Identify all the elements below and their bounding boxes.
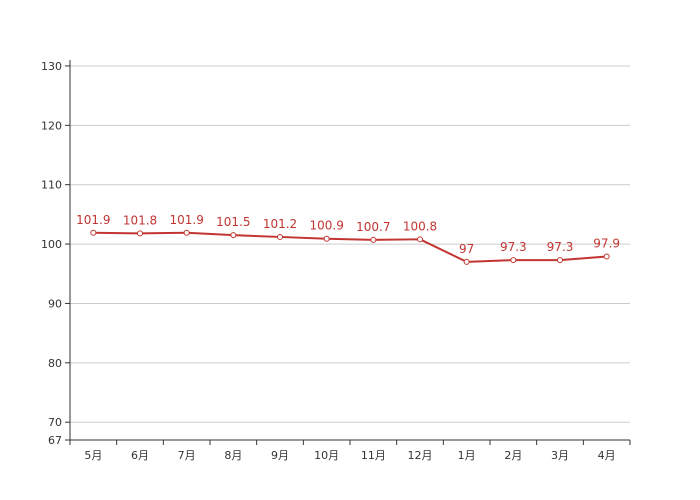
- x-tick-label: 7月: [178, 449, 196, 462]
- x-tick-label: 5月: [84, 449, 102, 462]
- y-tick-label: 110: [41, 179, 62, 192]
- grid-lines: [70, 65, 630, 423]
- data-label: 101.9: [76, 213, 110, 227]
- x-tick-label: 4月: [598, 449, 616, 462]
- y-tick-label: 90: [48, 297, 62, 310]
- data-label: 101.2: [263, 217, 297, 231]
- data-label: 97.9: [593, 237, 620, 251]
- y-tick-labels: 130 120 110 100 90 80 70 67: [41, 60, 62, 447]
- data-point: [557, 257, 563, 264]
- y-tick-label: 70: [48, 416, 62, 429]
- data-label: 101.8: [123, 213, 157, 227]
- data-label: 97.3: [547, 240, 574, 254]
- y-tick-label: 80: [48, 357, 62, 370]
- data-point: [183, 229, 190, 236]
- x-tick-labels: 5月 6月 7月 8月 9月 10月 11月 12月 1月 2月 3月 4月: [84, 449, 615, 462]
- x-tick-label: 11月: [361, 449, 386, 462]
- data-point: [323, 235, 330, 242]
- data-labels: 101.9 101.8 101.9 101.5 101.2 100.9 100.7 100.8…: [76, 213, 620, 256]
- x-tick-label: 10月: [314, 449, 339, 462]
- y-tick-label: 67: [48, 434, 62, 447]
- data-point: [230, 232, 237, 239]
- data-label: 97: [459, 242, 474, 256]
- data-point: [277, 233, 283, 240]
- data-points: [90, 229, 610, 265]
- series-line: [93, 231, 607, 263]
- data-label: 100.8: [403, 219, 437, 233]
- data-point: [137, 230, 143, 237]
- data-point: [463, 258, 470, 265]
- x-tick-label: 3月: [551, 449, 569, 462]
- data-point: [603, 253, 610, 260]
- y-tick-label: 100: [41, 238, 62, 251]
- axes: [65, 60, 631, 445]
- x-tick-label: 8月: [224, 449, 242, 462]
- x-tick-label: 2月: [504, 449, 522, 462]
- data-label: 100.7: [356, 220, 390, 234]
- data-point: [510, 257, 517, 264]
- data-label: 101.9: [169, 213, 203, 227]
- series-line-group: [93, 231, 607, 263]
- y-tick-label: 130: [41, 60, 62, 73]
- data-point: [90, 229, 97, 236]
- x-tick-label: 6月: [131, 449, 149, 462]
- data-point: [370, 236, 377, 243]
- data-point: [417, 236, 423, 243]
- data-label: 100.9: [309, 219, 343, 233]
- x-tick-label: 9月: [271, 449, 289, 462]
- x-tick-label: 12月: [408, 449, 433, 462]
- data-label: 101.5: [216, 215, 250, 229]
- x-tick-label: 1月: [458, 449, 476, 462]
- y-tick-label: 120: [41, 119, 62, 132]
- data-label: 97.3: [500, 240, 527, 254]
